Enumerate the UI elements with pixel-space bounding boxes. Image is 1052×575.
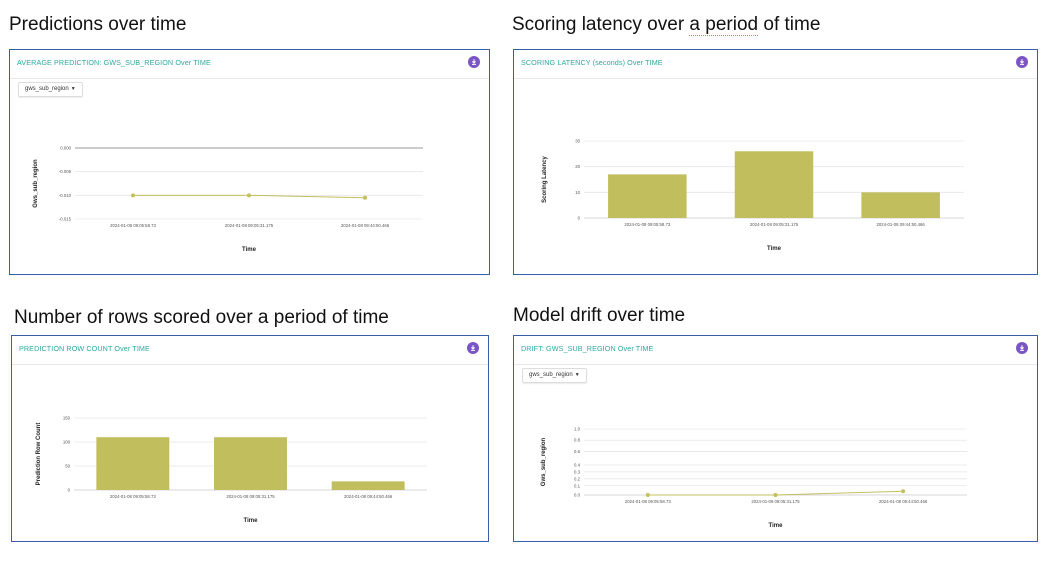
data-point xyxy=(363,195,367,200)
panel-title: SCORING LATENCY (seconds) Over TIME xyxy=(521,58,663,67)
download-icon xyxy=(1020,59,1024,65)
y-tick-label: 10 xyxy=(575,190,580,195)
dropdown-value: gws_sub_region xyxy=(529,372,573,378)
x-tick-label: 2024-01-08 09:05:31.175 xyxy=(751,499,800,504)
x-tick-label: 2024-01-08 09:05:58.73 xyxy=(110,494,156,499)
y-tick-label: 30 xyxy=(575,139,580,144)
average-prediction-chart: 0.000 -0.005 -0.010 -0.015 2024-01-08 09:05:… xyxy=(33,146,423,253)
panel-header: AVERAGE PREDICTION: GWS_SUB_REGION Over … xyxy=(10,50,489,79)
y-tick-label: -0.010 xyxy=(59,193,72,198)
heading-predictions: Predictions over time xyxy=(9,14,187,35)
x-axis-title: Time xyxy=(244,518,259,524)
bar xyxy=(608,174,687,218)
heading-scoring-latency: Scoring latency over a period of time xyxy=(512,14,820,36)
bar xyxy=(331,481,405,490)
panel-title: AVERAGE PREDICTION: GWS_SUB_REGION Over … xyxy=(17,58,211,67)
y-tick-label: 0.0 xyxy=(574,493,581,498)
x-axis-title: Time xyxy=(242,247,257,253)
chevron-down-icon: ▼ xyxy=(70,86,76,92)
x-tick-label: 2024-01-08 09:44:50.466 xyxy=(879,499,928,504)
data-point xyxy=(901,489,906,494)
drift-chart: 1.0 0.8 0.6 0.4 0.3 0.2 0.1 0.0 2024-01-08 09:05… xyxy=(541,427,967,529)
x-tick-label: 2024-01-08 09:05:31.175 xyxy=(225,223,274,228)
y-tick-label: 1.0 xyxy=(574,427,581,432)
panel-drift: DRIFT: GWS_SUB_REGION Over TIME gws_sub_… xyxy=(513,335,1038,542)
bar xyxy=(96,437,170,490)
bar xyxy=(734,151,814,218)
panel-row-count: PREDICTION ROW COUNT Over TIME 150 100 50 0… xyxy=(11,335,489,542)
x-axis-title: Time xyxy=(767,246,782,252)
x-tick-label: 2024-01-08 09:05:58.73 xyxy=(625,499,671,504)
row-count-chart: 150 100 50 0 2024-01-08 09:05:58.73 2024-01-0… xyxy=(36,416,427,524)
download-button[interactable] xyxy=(1016,56,1028,68)
y-tick-label: 50 xyxy=(65,464,70,469)
y-axis-title: Gws_sub_region xyxy=(33,159,39,208)
y-axis-title: Gws_sub_region xyxy=(541,437,547,486)
heading-scoring-latency-text: Scoring latency over a period of time xyxy=(512,14,821,36)
data-point xyxy=(773,493,778,497)
y-tick-label: 100 xyxy=(63,440,71,445)
data-point xyxy=(131,193,135,198)
scoring-latency-chart: 30 20 10 0 2024-01-08 09:05:58.73 2024-01-08 … xyxy=(542,139,964,252)
series-dropdown[interactable]: gws_sub_region ▼ xyxy=(18,82,83,97)
y-tick-label: 0.6 xyxy=(574,449,581,454)
panel-average-prediction: AVERAGE PREDICTION: GWS_SUB_REGION Over … xyxy=(9,49,490,275)
download-button[interactable] xyxy=(1016,342,1028,354)
download-button[interactable] xyxy=(467,342,479,354)
spellcheck-underline: a period xyxy=(689,14,759,36)
x-tick-label: 2024-01-08 09:05:31.175 xyxy=(226,494,275,499)
y-tick-label: 0.3 xyxy=(574,469,581,474)
y-tick-label: 0 xyxy=(578,216,581,221)
y-tick-label: 0 xyxy=(68,488,71,493)
panel-header: PREDICTION ROW COUNT Over TIME xyxy=(12,336,488,365)
panel-title: DRIFT: GWS_SUB_REGION Over TIME xyxy=(521,344,654,353)
dropdown-value: gws_sub_region xyxy=(25,86,69,92)
x-tick-label: 2024-01-08 09:44:50.466 xyxy=(344,494,393,499)
y-tick-label: 0.2 xyxy=(574,476,581,481)
x-axis-title: Time xyxy=(769,523,784,529)
download-icon xyxy=(472,59,476,65)
y-axis-title: Prediction Row Count xyxy=(36,423,42,486)
download-icon xyxy=(471,345,475,351)
chevron-down-icon: ▼ xyxy=(574,372,580,378)
x-tick-label: 2024-01-08 09:05:58.73 xyxy=(110,223,156,228)
heading-row-count: Number of rows scored over a period of t… xyxy=(14,307,389,328)
panel-scoring-latency: SCORING LATENCY (seconds) Over TIME 30 20… xyxy=(513,49,1038,275)
y-tick-label: -0.015 xyxy=(59,217,72,222)
data-point xyxy=(645,493,650,497)
y-axis-title: Scoring Latency xyxy=(542,156,548,203)
data-point xyxy=(247,193,251,198)
panel-header: SCORING LATENCY (seconds) Over TIME xyxy=(514,50,1037,79)
y-tick-label: 0.8 xyxy=(574,438,581,443)
x-tick-label: 2024-01-08 09:05:31.175 xyxy=(750,222,799,227)
y-tick-label: 0.4 xyxy=(574,462,581,467)
x-tick-label: 2024-01-08 09:44:50.466 xyxy=(877,222,926,227)
heading-model-drift: Model drift over time xyxy=(513,305,686,326)
y-tick-label: 150 xyxy=(63,416,71,421)
panel-title: PREDICTION ROW COUNT Over TIME xyxy=(19,344,150,353)
x-tick-label: 2024-01-08 09:05:58.73 xyxy=(624,222,670,227)
panel-header: DRIFT: GWS_SUB_REGION Over TIME xyxy=(514,336,1037,365)
y-tick-label: 20 xyxy=(575,164,580,169)
download-icon xyxy=(1020,345,1024,351)
series-dropdown[interactable]: gws_sub_region ▼ xyxy=(522,368,587,383)
x-tick-label: 2024-01-08 09:44:50.466 xyxy=(341,223,390,228)
download-button[interactable] xyxy=(468,56,480,68)
y-tick-label: 0.1 xyxy=(574,483,581,488)
y-tick-label: -0.005 xyxy=(59,169,72,174)
y-tick-label: 0.000 xyxy=(60,146,71,151)
bar xyxy=(861,192,940,218)
bar xyxy=(214,437,287,490)
